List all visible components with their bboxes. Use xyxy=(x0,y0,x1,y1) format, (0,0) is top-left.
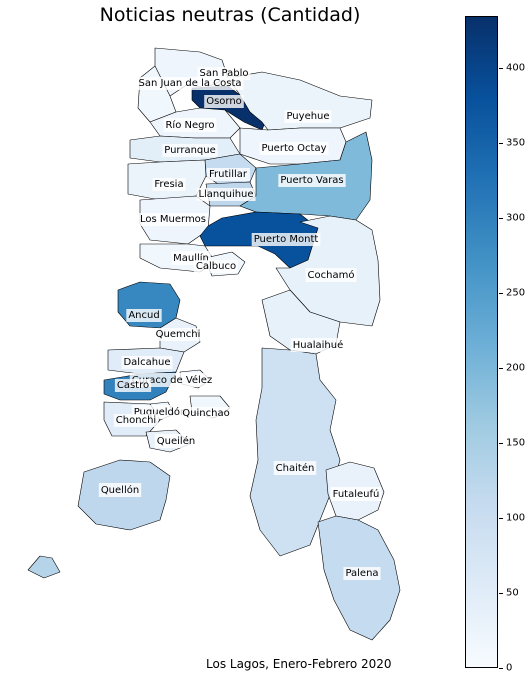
comuna-label: Castro xyxy=(117,380,149,391)
comuna-label: San Pablo xyxy=(200,68,249,79)
comuna-label: Osorno xyxy=(206,96,242,107)
comuna-label-box xyxy=(290,338,346,352)
colorbar-tick xyxy=(499,518,503,520)
comuna-label-box xyxy=(121,356,173,369)
comuna-label: Puyehue xyxy=(286,111,329,122)
comuna-label: Quellón xyxy=(101,484,139,496)
comuna-label: Hualaihué xyxy=(293,339,344,351)
comuna-label: Los Muermos xyxy=(140,214,206,225)
comuna-label-box xyxy=(330,487,382,501)
colorbar-tick-label: 350 xyxy=(506,137,526,149)
comuna-label-box xyxy=(154,434,198,448)
comuna-label: Chaitén xyxy=(276,462,315,474)
comuna-label: Calbuco xyxy=(196,261,236,272)
colorbar-tick xyxy=(499,293,503,295)
colorbar-tick-label: 50 xyxy=(506,587,519,599)
comuna-label: Puerto Varas xyxy=(280,175,343,186)
comuna-label: Cochamó xyxy=(308,269,355,281)
colorbar-tick-label: 250 xyxy=(506,287,526,299)
comuna-label-box xyxy=(259,142,329,155)
comuna-label-box xyxy=(163,118,217,132)
comuna-label-box xyxy=(273,461,317,475)
colorbar-tick xyxy=(499,668,503,669)
comuna-label: Río Negro xyxy=(165,119,214,131)
comuna-label: Futaleufú xyxy=(333,488,380,500)
comuna-label: Quemchi xyxy=(156,329,201,340)
colorbar-tick xyxy=(499,593,503,595)
comuna-label: Frutillar xyxy=(209,169,248,180)
comuna-label-box xyxy=(305,268,357,282)
comuna-label-box xyxy=(343,567,381,580)
comuna-label-box xyxy=(114,379,152,392)
colorbar-tick xyxy=(499,68,503,70)
comuna-label: Puerto Octay xyxy=(261,143,326,154)
colorbar-tick xyxy=(499,368,503,370)
colorbar-tick-label: 100 xyxy=(506,512,526,524)
comuna-label: Purranque xyxy=(164,145,216,156)
comuna-label: Queilén xyxy=(157,435,195,447)
comuna-label-box xyxy=(152,178,186,191)
comuna-label: Chonchi xyxy=(116,415,156,426)
comuna-label: Llanquihue xyxy=(198,189,253,200)
colorbar-tick xyxy=(499,143,503,145)
colorbar-tick-label: 150 xyxy=(506,437,526,449)
colorbar-tick-label: 200 xyxy=(506,362,526,374)
islet-shape xyxy=(27,555,61,579)
comuna-label-box xyxy=(136,77,244,90)
comuna-label-box xyxy=(204,95,244,108)
comuna-region xyxy=(249,347,341,557)
comuna-label-box xyxy=(284,110,332,123)
comuna-label-box xyxy=(197,67,251,80)
colorbar-tick xyxy=(499,218,503,220)
comuna-label: Ancud xyxy=(128,310,159,321)
comuna-label: Fresia xyxy=(154,179,183,190)
comuna-label: Dalcahue xyxy=(123,357,170,368)
comuna-label: Puerto Montt xyxy=(254,234,319,245)
comuna-label-box xyxy=(278,174,346,187)
colorbar-tick xyxy=(499,443,503,445)
comuna-label: Quinchao xyxy=(182,408,229,419)
comuna-label-box xyxy=(196,188,256,201)
comuna-label-box xyxy=(180,407,232,420)
comuna-label-box xyxy=(193,260,239,273)
comuna-label-box xyxy=(162,144,218,157)
colorbar-tick-label: 0 xyxy=(506,662,513,674)
colorbar-tick-label: 400 xyxy=(506,62,526,74)
colorbar xyxy=(465,16,498,668)
comuna-label: Curaco de Vélez xyxy=(132,374,212,386)
comuna-label-box xyxy=(126,309,162,322)
comuna-label-box xyxy=(207,168,250,181)
map-title: Noticias neutras (Cantidad) xyxy=(99,4,361,26)
comuna-label: Palena xyxy=(345,568,378,579)
comuna-label-box xyxy=(153,328,203,341)
comuna-label-box xyxy=(113,414,159,427)
comuna-label-box xyxy=(137,213,209,226)
comuna-label-box xyxy=(251,233,321,246)
comuna-label: San Juan de la Costa xyxy=(138,78,241,89)
comuna-label-box xyxy=(98,483,142,497)
map-caption: Los Lagos, Enero-Febrero 2020 xyxy=(206,657,392,671)
colorbar-tick-label: 300 xyxy=(506,212,526,224)
